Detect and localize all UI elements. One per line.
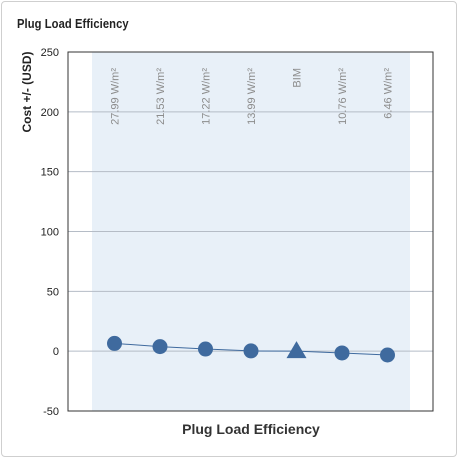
y-tick-label: 100 — [41, 227, 59, 239]
category-label: 17.22 W/m² — [201, 68, 213, 125]
plot-area-border — [67, 51, 434, 412]
data-point[interactable] — [380, 347, 395, 363]
y-axis-ticks: 250 200 150 100 50 0 -50 — [41, 47, 59, 418]
data-point[interactable] — [107, 335, 122, 351]
y-axis-title: Cost +/- (USD) — [20, 51, 34, 132]
series-markers — [107, 335, 395, 363]
y-tick-label: -50 — [43, 406, 59, 418]
data-point[interactable] — [243, 343, 259, 359]
y-tick-label: 250 — [41, 47, 59, 59]
data-point[interactable] — [152, 339, 168, 355]
data-point[interactable] — [334, 345, 350, 361]
category-label: 27.99 W/m² — [110, 68, 122, 125]
y-tick-label: 0 — [53, 346, 59, 358]
category-label: 21.53 W/m² — [155, 68, 167, 125]
y-tick-label: 150 — [41, 167, 59, 179]
category-label: BIM — [292, 68, 304, 88]
y-tick-label: 50 — [47, 286, 59, 298]
category-label: 10.76 W/m² — [337, 68, 349, 125]
data-point-triangle[interactable] — [286, 341, 307, 359]
y-tick-label: 200 — [41, 107, 59, 119]
card-title: Plug Load Efficiency — [17, 16, 129, 31]
x-axis-title: Plug Load Efficiency — [182, 421, 320, 437]
category-label: 13.99 W/m² — [246, 68, 258, 125]
data-point[interactable] — [198, 341, 213, 357]
category-labels: 27.99 W/m² 21.53 W/m² 17.22 W/m² 13.99 W/m²… — [110, 68, 395, 125]
category-label: 6.46 W/m² — [383, 68, 395, 119]
